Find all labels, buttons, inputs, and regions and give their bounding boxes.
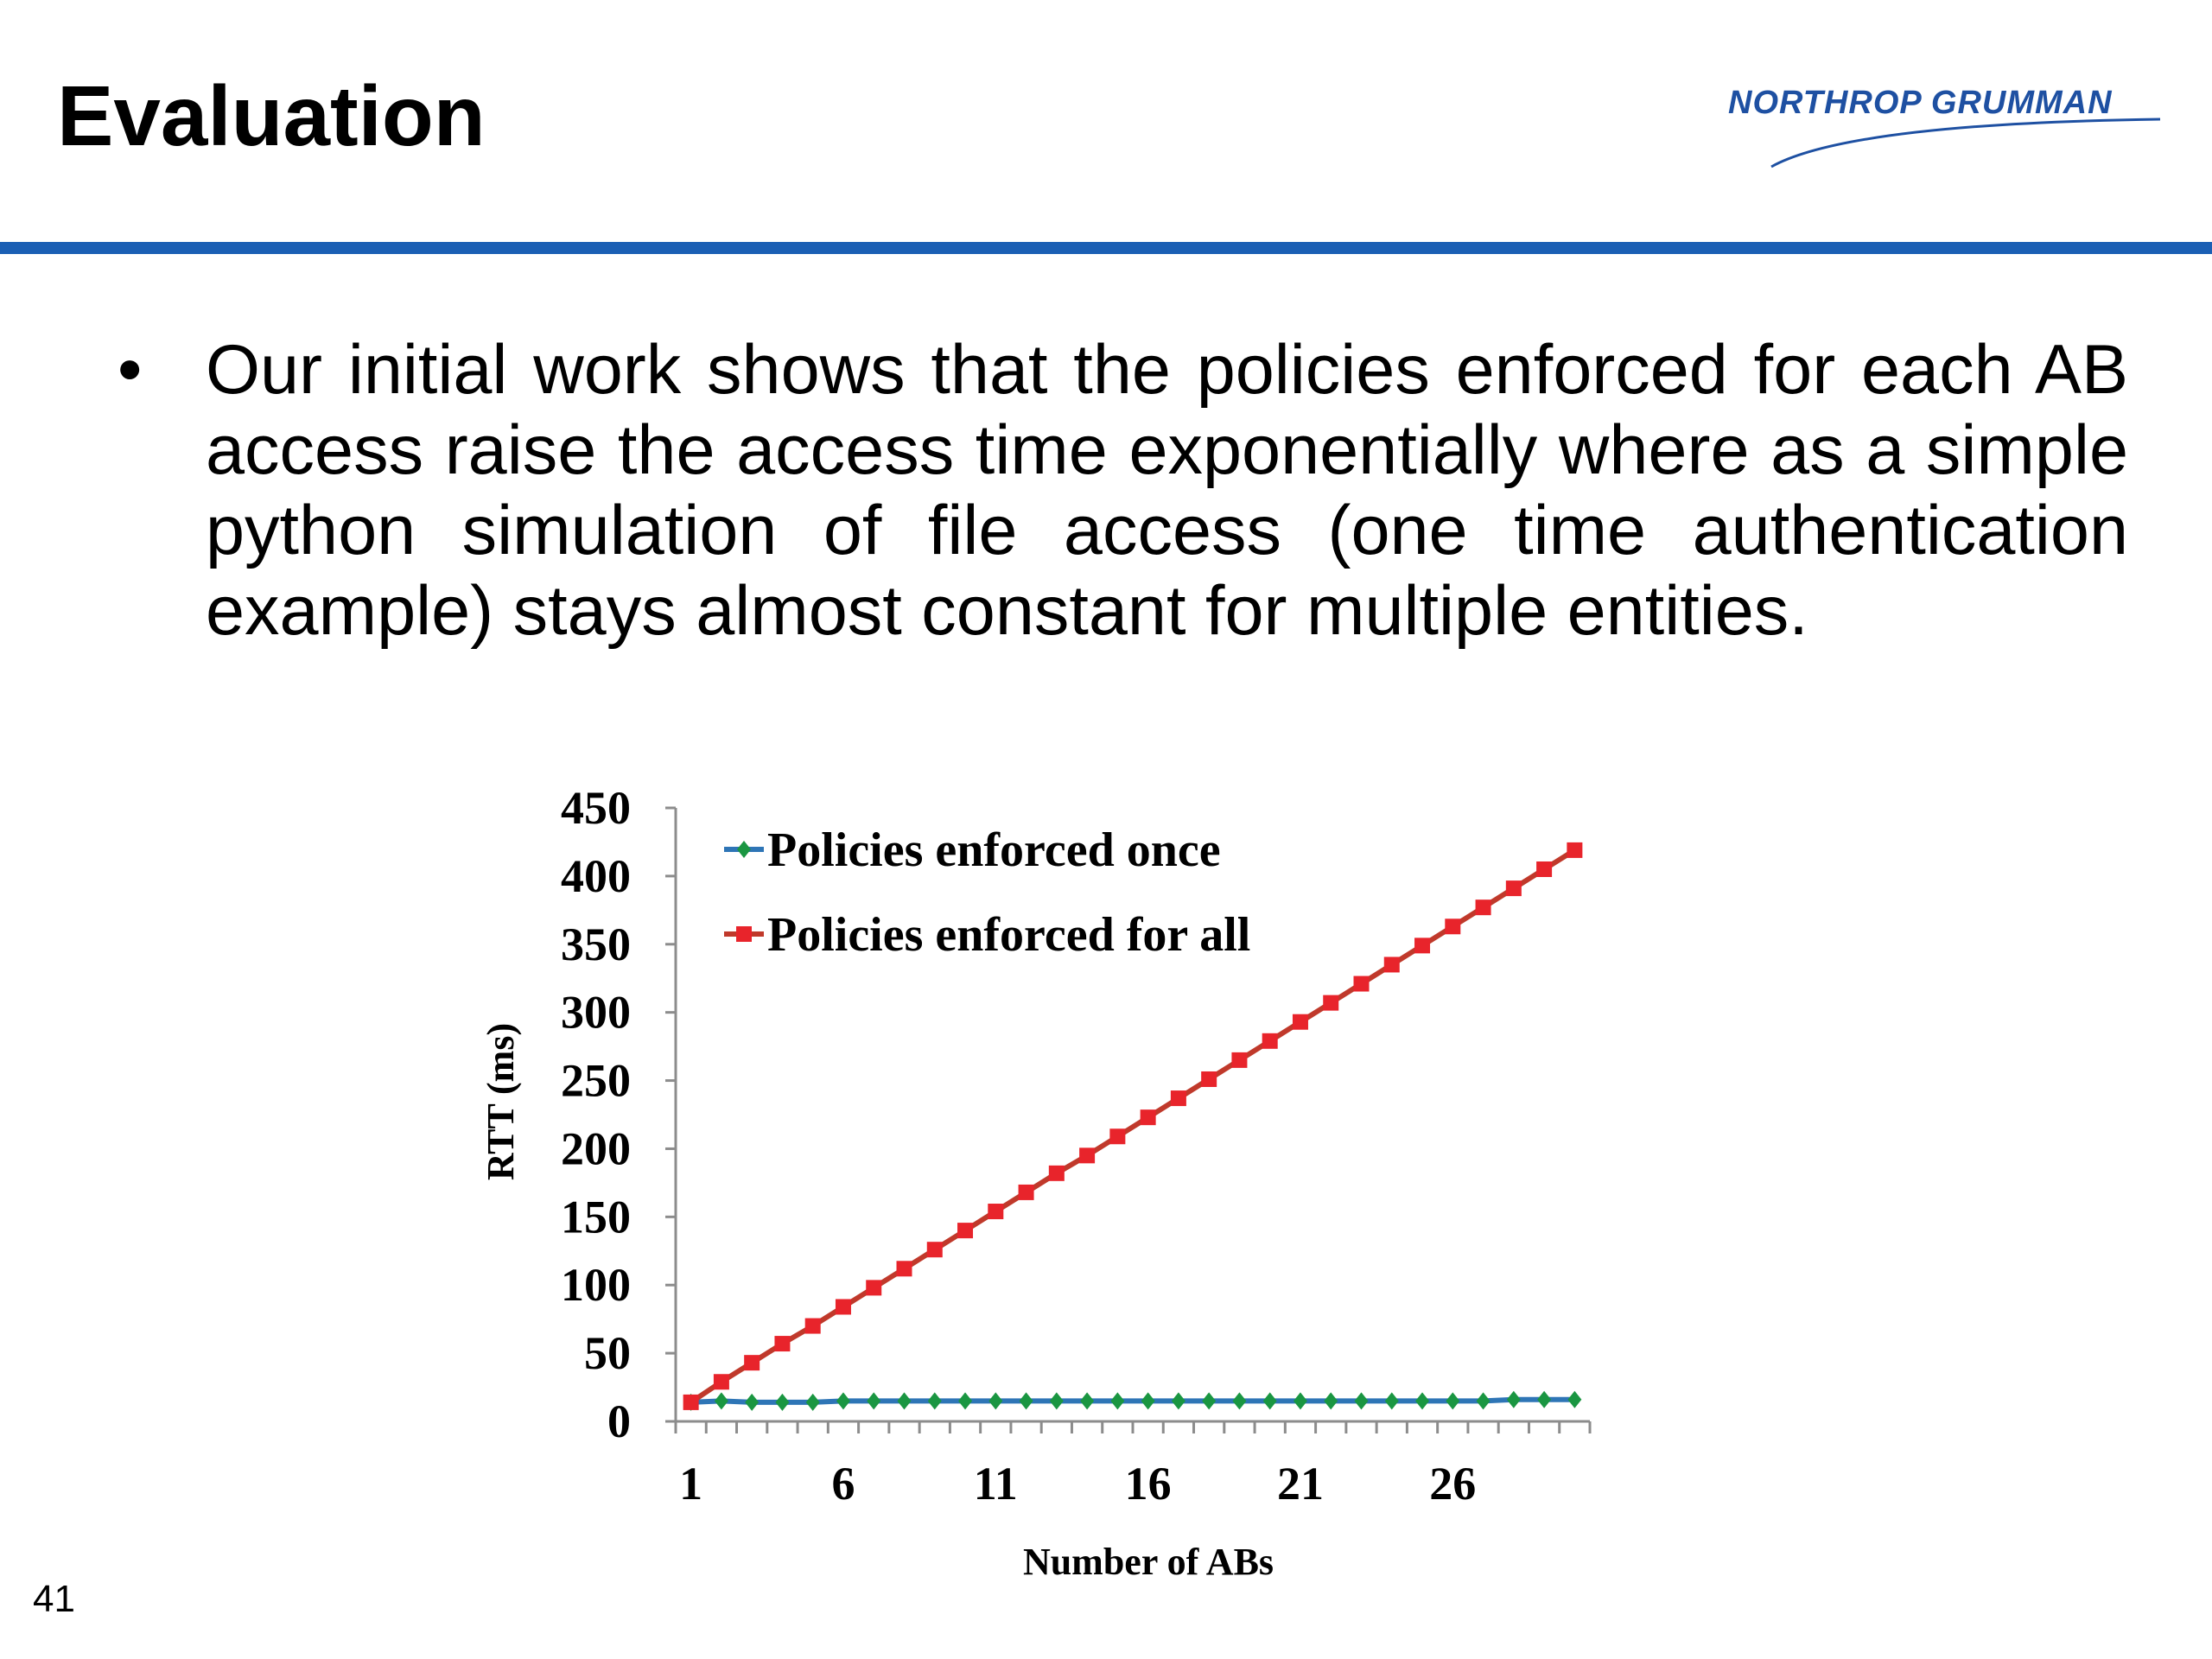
series-line-1 [690, 1396, 1575, 1405]
data-point [1293, 1392, 1307, 1410]
data-point [896, 1261, 912, 1277]
data-point [1536, 861, 1553, 877]
legend-label: Policies enforced once [767, 823, 1221, 877]
data-point [1018, 1184, 1034, 1200]
data-point [866, 1280, 882, 1296]
legend-label: Policies enforced for all [767, 908, 1250, 962]
y-tick-label: 400 [561, 850, 631, 902]
data-point [1445, 918, 1461, 935]
data-point [836, 1392, 850, 1410]
data-point [1049, 1392, 1064, 1410]
data-point [1048, 1165, 1065, 1181]
data-point [1141, 1392, 1155, 1410]
data-point [1109, 1128, 1126, 1145]
y-tick-label: 350 [561, 918, 631, 970]
data-point [958, 1392, 973, 1410]
data-point [714, 1392, 728, 1410]
data-point [1292, 1014, 1308, 1030]
data-point [835, 1299, 851, 1315]
title-divider [0, 242, 2212, 254]
y-tick-label: 450 [561, 782, 631, 834]
x-tick-label: 26 [1429, 1458, 1476, 1510]
y-axis-label: RTT (ms) [480, 1023, 522, 1180]
data-point [1476, 1392, 1491, 1410]
data-point [744, 1355, 760, 1371]
data-point [775, 1393, 790, 1411]
data-point [1505, 880, 1522, 897]
data-point [805, 1393, 820, 1411]
data-point [1262, 1392, 1277, 1410]
data-point [988, 1204, 1004, 1220]
y-tick-label: 150 [561, 1191, 631, 1243]
y-tick-label: 50 [584, 1327, 631, 1379]
data-point [1383, 957, 1400, 973]
x-tick-label: 16 [1125, 1458, 1172, 1510]
data-point [1171, 1392, 1185, 1410]
x-tick-label: 1 [679, 1458, 702, 1510]
data-point [1140, 1109, 1156, 1126]
x-tick-label: 11 [974, 1458, 1018, 1510]
x-axis-label: Number of ABs [1023, 1541, 1274, 1583]
bullet-text: Our initial work shows that the policies… [206, 331, 2128, 650]
data-point [1567, 842, 1583, 858]
data-point [988, 1392, 1003, 1410]
data-point [774, 1336, 791, 1352]
data-point [897, 1392, 912, 1410]
data-point [1262, 1033, 1278, 1049]
data-point [1110, 1392, 1125, 1410]
data-point [1019, 1392, 1033, 1410]
y-tick-label: 200 [561, 1122, 631, 1174]
data-point [1231, 1052, 1248, 1068]
x-tick-label: 6 [831, 1458, 855, 1510]
data-point [1567, 1390, 1582, 1408]
data-point [926, 1242, 943, 1258]
data-point [1506, 1390, 1521, 1408]
data-point [683, 1394, 699, 1410]
data-point [1354, 1392, 1369, 1410]
data-point [1415, 1392, 1430, 1410]
data-point [867, 1392, 881, 1410]
data-point [1324, 1392, 1338, 1410]
data-point [1353, 976, 1370, 992]
data-point [1079, 1147, 1096, 1164]
data-point [1384, 1392, 1399, 1410]
bullet-marker: • [118, 331, 143, 409]
data-point [1232, 1392, 1247, 1410]
data-point [1080, 1392, 1095, 1410]
legend-marker [736, 926, 752, 942]
data-point [713, 1374, 729, 1390]
data-point [1201, 1071, 1217, 1087]
data-point [1323, 995, 1339, 1011]
logo-text: NORTHROP GRUMMAN [1728, 85, 2113, 121]
data-point [1202, 1392, 1217, 1410]
data-point [745, 1393, 760, 1411]
data-point [1170, 1090, 1186, 1107]
y-tick-label: 0 [607, 1395, 631, 1447]
slide-title: Evaluation [57, 68, 486, 163]
data-point [927, 1392, 942, 1410]
x-tick-label: 21 [1277, 1458, 1324, 1510]
northrop-grumman-logo: NORTHROP GRUMMAN [1719, 76, 2169, 180]
data-point [1446, 1392, 1460, 1410]
y-tick-label: 250 [561, 1055, 631, 1107]
y-tick-label: 300 [561, 987, 631, 1039]
legend-marker [737, 841, 751, 858]
logo-swoosh [1770, 118, 2161, 168]
data-point [1537, 1390, 1552, 1408]
data-point [957, 1223, 974, 1239]
slide-number: 41 [33, 1578, 75, 1620]
data-point [1414, 938, 1431, 954]
y-tick-label: 100 [561, 1259, 631, 1311]
data-point [804, 1318, 821, 1334]
data-point [1475, 899, 1491, 916]
